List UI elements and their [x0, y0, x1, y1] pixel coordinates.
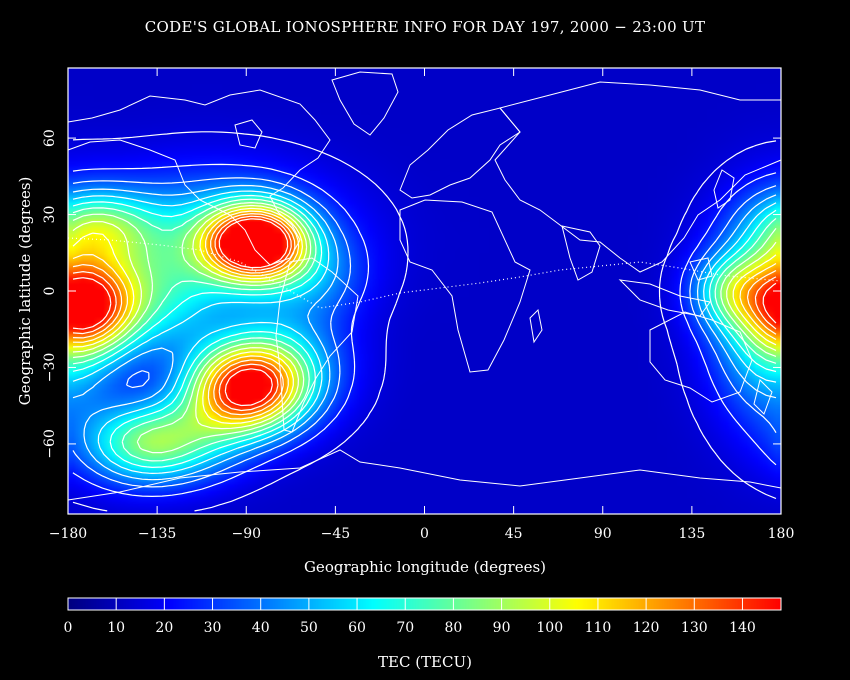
contour-75	[72, 198, 777, 462]
coast-new-zealand	[753, 379, 773, 415]
colorbar-gradient	[68, 598, 781, 610]
y-tick-label: 60	[42, 129, 58, 147]
coast-india	[561, 225, 601, 281]
coast-greenland	[331, 71, 399, 136]
colorbar-tick-label: 110	[585, 620, 612, 636]
chart-title: CODE'S GLOBAL IONOSPHERE INFO FOR DAY 19…	[144, 18, 706, 36]
coast-japan	[713, 169, 735, 209]
colorbar-tick-label: 30	[204, 620, 222, 636]
x-tick-label: −45	[321, 526, 351, 542]
colorbar-tick-label: 70	[396, 620, 414, 636]
colorbar-tick-label: 40	[252, 620, 270, 636]
colorbar-tick-label: 140	[729, 620, 756, 636]
contour-35	[72, 177, 777, 488]
contour-105	[72, 207, 777, 425]
coastline-outlines	[67, 71, 782, 501]
colorbar-tick-label: 90	[493, 620, 511, 636]
colorbar-tick-label: 120	[633, 620, 660, 636]
coast-se-asia-islands	[618, 257, 713, 317]
contour-25	[72, 163, 777, 497]
y-axis-ticks: −60 −30 0 30 60	[42, 129, 781, 459]
x-tick-label: 90	[594, 526, 612, 542]
coast-antarctica	[67, 449, 782, 501]
x-axis-ticks: −180 −135 −90 −45 0 45 90 135 180	[49, 68, 795, 542]
colorbar-ticks: 0 10 20 30 40 50 60 70 80 90 100 110 120 130 140	[64, 598, 756, 636]
y-tick-label: 30	[42, 206, 58, 224]
coast-hudson-bay	[234, 119, 263, 149]
y-axis-label: Geographic latitude (degrees)	[16, 177, 34, 406]
coast-north-america	[67, 89, 331, 266]
colorbar-tick-label: 130	[681, 620, 708, 636]
tec-contours	[72, 131, 777, 512]
contour-45	[72, 184, 777, 481]
y-tick-label: 0	[42, 287, 58, 296]
colorbar-tick-label: 0	[64, 620, 73, 636]
colorbar-tick-label: 60	[348, 620, 366, 636]
contour-95	[72, 204, 777, 430]
x-tick-label: 45	[505, 526, 523, 542]
tec-heatmap	[68, 68, 781, 514]
colorbar-tick-label: 50	[300, 620, 318, 636]
x-tick-label: −180	[49, 526, 87, 542]
x-tick-label: 0	[420, 526, 429, 542]
magnetic-equator	[67, 237, 782, 309]
contour-145	[72, 218, 777, 407]
x-axis-label: Geographic longitude (degrees)	[304, 558, 546, 576]
y-tick-label: −60	[42, 429, 58, 459]
x-tick-label: 180	[768, 526, 795, 542]
contour-65	[72, 194, 777, 468]
colorbar-tick-label: 80	[444, 620, 462, 636]
coast-madagascar	[529, 308, 543, 344]
coast-south-america	[275, 257, 359, 433]
colorbar-label: TEC (TECU)	[378, 653, 472, 671]
coast-asia	[494, 81, 782, 273]
colorbar-tick-label: 20	[155, 620, 173, 636]
coast-australia	[649, 311, 753, 403]
x-tick-label: 135	[679, 526, 706, 542]
coast-europe	[399, 107, 521, 199]
x-tick-label: −135	[138, 526, 176, 542]
contour-85	[72, 202, 777, 454]
colorbar-tick-label: 10	[107, 620, 125, 636]
coast-africa	[399, 199, 531, 373]
x-tick-label: −90	[231, 526, 261, 542]
contour-55	[72, 190, 777, 474]
y-tick-label: −30	[42, 353, 58, 383]
colorbar-tick-label: 100	[536, 620, 563, 636]
